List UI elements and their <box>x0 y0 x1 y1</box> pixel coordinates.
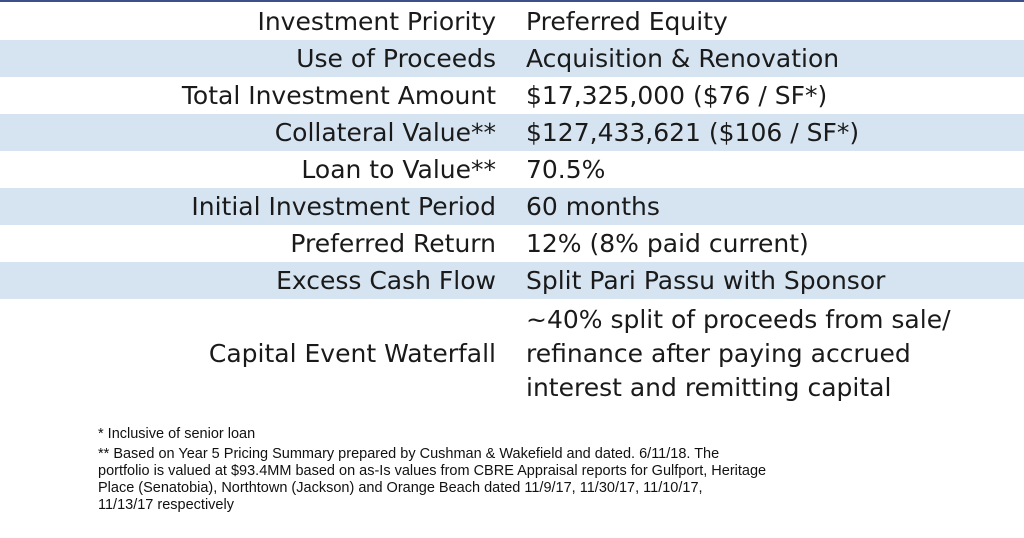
footnotes: * Inclusive of senior loan ** Based on Y… <box>98 426 998 517</box>
term-label: Initial Investment Period <box>191 191 496 221</box>
footnote-double-star: ** Based on Year 5 Pricing Summary prepa… <box>98 446 998 514</box>
top-rule <box>0 0 1024 2</box>
term-value: Preferred Equity <box>526 6 728 36</box>
term-row-preferred-return: Preferred Return 12% (8% paid current) <box>0 225 1024 262</box>
term-value: 12% (8% paid current) <box>526 228 809 258</box>
term-label: Capital Event Waterfall <box>208 339 496 368</box>
footnote-single-star: * Inclusive of senior loan <box>98 426 256 442</box>
term-label: Total Investment Amount <box>181 80 496 110</box>
term-value: Acquisition & Renovation <box>526 43 840 73</box>
term-value-line: ~40% split of proceeds from sale/ <box>526 305 951 334</box>
investment-terms-table: Investment Priority Preferred Equity Use… <box>0 3 1024 409</box>
term-label: Excess Cash Flow <box>276 265 496 295</box>
term-value: $17,325,000 ($76 / SF*) <box>526 80 828 110</box>
footnote-line: 11/13/17 respectively <box>98 497 234 513</box>
term-value: ~40% split of proceeds from sale/ refina… <box>526 303 1016 405</box>
term-label: Use of Proceeds <box>296 43 496 73</box>
term-row-excess-cash-flow: Excess Cash Flow Split Pari Passu with S… <box>0 262 1024 299</box>
term-value-line: interest and remitting capital <box>526 373 892 402</box>
footnote-line: Place (Senatobia), Northtown (Jackson) a… <box>98 480 703 496</box>
term-label: Collateral Value** <box>274 117 496 147</box>
term-value: $127,433,621 ($106 / SF*) <box>526 117 860 147</box>
footnote-line: ** Based on Year 5 Pricing Summary prepa… <box>98 446 720 462</box>
term-label: Loan to Value** <box>301 154 496 184</box>
term-value: Split Pari Passu with Sponsor <box>526 265 886 295</box>
term-value: 60 months <box>526 191 660 221</box>
term-label: Investment Priority <box>257 6 496 36</box>
term-value-line: refinance after paying accrued <box>526 339 911 368</box>
term-value: 70.5% <box>526 154 606 184</box>
term-row-total-investment-amount: Total Investment Amount $17,325,000 ($76… <box>0 77 1024 114</box>
footnote-line: portfolio is valued at $93.4MM based on … <box>98 463 767 479</box>
term-row-capital-event-waterfall: Capital Event Waterfall ~40% split of pr… <box>0 299 1024 409</box>
term-row-initial-investment-period: Initial Investment Period 60 months <box>0 188 1024 225</box>
term-row-investment-priority: Investment Priority Preferred Equity <box>0 3 1024 40</box>
term-label: Preferred Return <box>290 228 496 258</box>
term-row-loan-to-value: Loan to Value** 70.5% <box>0 151 1024 188</box>
term-row-use-of-proceeds: Use of Proceeds Acquisition & Renovation <box>0 40 1024 77</box>
term-row-collateral-value: Collateral Value** $127,433,621 ($106 / … <box>0 114 1024 151</box>
